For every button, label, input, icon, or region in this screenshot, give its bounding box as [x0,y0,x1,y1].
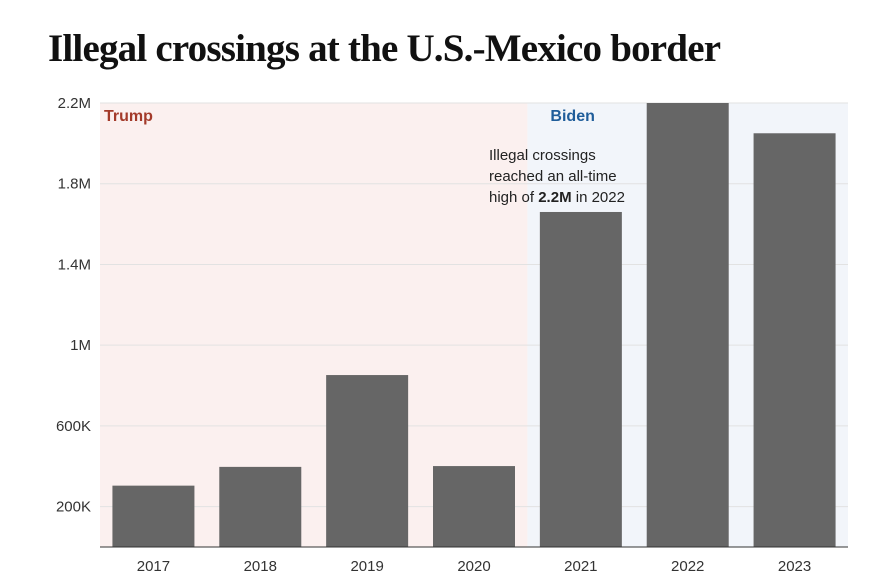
bar-2018[interactable] [219,466,302,547]
bar-2023[interactable] [753,133,836,548]
y-tick-label: 600K [56,418,91,435]
x-tick-label: 2017 [137,558,170,575]
y-tick-label: 1.8M [58,176,91,193]
y-tick-label: 1.4M [58,256,91,273]
annotation-highlight: 2.2M [538,189,571,206]
bar-2020[interactable] [433,466,515,547]
x-tick-label: 2019 [350,558,383,575]
y-tick-label: 200K [56,499,91,516]
bar-2017[interactable] [112,485,195,547]
y-tick-label: 1M [70,337,91,354]
y-tick-label: 2.2M [58,95,91,112]
era-label-trump: Trump [104,108,153,125]
bar-2019[interactable] [326,375,409,547]
x-tick-label: 2018 [244,558,277,575]
annotation-line: Illegal crossings [489,147,596,164]
bar-2021[interactable] [539,211,622,547]
x-tick-label: 2021 [564,558,597,575]
annotation-line: high of 2.2M in 2022 [489,189,625,206]
x-tick-label: 2023 [778,558,811,575]
x-tick-label: 2020 [457,558,490,575]
chart-title: Illegal crossings at the U.S.-Mexico bor… [48,27,721,70]
bar-2022[interactable] [646,103,729,547]
era-label-biden: Biden [550,108,594,125]
annotation-line: reached an all-time [489,168,617,185]
x-tick-label: 2022 [671,558,704,575]
